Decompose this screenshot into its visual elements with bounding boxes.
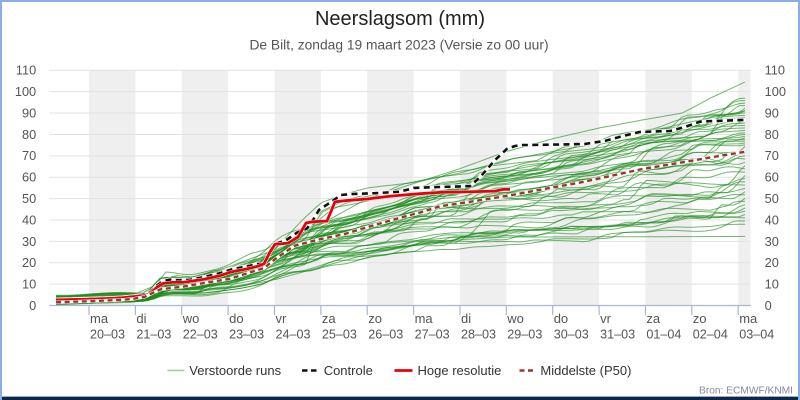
svg-text:di: di — [461, 311, 471, 326]
svg-text:zo: zo — [693, 311, 707, 326]
svg-text:20: 20 — [22, 255, 36, 270]
svg-text:zo: zo — [368, 311, 382, 326]
svg-text:De Bilt, zondag 19 maart 2023: De Bilt, zondag 19 maart 2023 (Versie zo… — [249, 38, 548, 53]
svg-text:Middelste (P50): Middelste (P50) — [540, 363, 631, 378]
svg-text:Neerslagsom (mm): Neerslagsom (mm) — [315, 8, 485, 30]
svg-text:03–04: 03–04 — [739, 328, 774, 342]
svg-text:30–03: 30–03 — [554, 328, 589, 342]
svg-text:21–03: 21–03 — [136, 328, 171, 342]
svg-text:0: 0 — [29, 298, 36, 313]
svg-text:20: 20 — [765, 255, 779, 270]
svg-text:za: za — [646, 311, 661, 326]
svg-text:Bron: ECMWF/KNMI: Bron: ECMWF/KNMI — [699, 386, 793, 397]
svg-text:50: 50 — [22, 191, 36, 206]
svg-text:23–03: 23–03 — [229, 328, 264, 342]
svg-text:110: 110 — [16, 63, 36, 78]
svg-text:28–03: 28–03 — [461, 328, 496, 342]
svg-text:vr: vr — [600, 311, 612, 326]
svg-text:80: 80 — [22, 127, 36, 142]
svg-text:do: do — [554, 311, 568, 326]
svg-text:40: 40 — [765, 212, 779, 227]
svg-text:50: 50 — [765, 191, 779, 206]
svg-text:di: di — [136, 311, 146, 326]
svg-text:80: 80 — [765, 127, 779, 142]
svg-text:za: za — [322, 311, 337, 326]
svg-text:30: 30 — [22, 234, 36, 249]
svg-text:100: 100 — [15, 84, 36, 99]
svg-text:ma: ma — [90, 311, 109, 326]
svg-text:40: 40 — [22, 212, 36, 227]
svg-text:60: 60 — [22, 170, 36, 185]
svg-text:29–03: 29–03 — [507, 328, 542, 342]
svg-text:22–03: 22–03 — [183, 328, 218, 342]
svg-text:70: 70 — [22, 148, 36, 163]
svg-text:10: 10 — [765, 277, 779, 292]
svg-text:wo: wo — [182, 311, 200, 326]
svg-text:27–03: 27–03 — [415, 328, 450, 342]
svg-text:25–03: 25–03 — [322, 328, 357, 342]
svg-text:60: 60 — [765, 170, 779, 185]
svg-text:vr: vr — [276, 311, 288, 326]
svg-text:24–03: 24–03 — [276, 328, 311, 342]
svg-text:100: 100 — [765, 84, 786, 99]
svg-text:wo: wo — [506, 311, 524, 326]
svg-text:Verstoorde runs: Verstoorde runs — [189, 363, 281, 378]
svg-text:30: 30 — [765, 234, 779, 249]
svg-text:70: 70 — [765, 148, 779, 163]
svg-text:01–04: 01–04 — [646, 328, 681, 342]
svg-text:0: 0 — [765, 298, 772, 313]
svg-text:20–03: 20–03 — [90, 328, 125, 342]
svg-text:ma: ma — [739, 311, 758, 326]
svg-text:02–04: 02–04 — [693, 328, 728, 342]
svg-text:90: 90 — [22, 106, 36, 121]
svg-text:31–03: 31–03 — [600, 328, 635, 342]
svg-text:Controle: Controle — [324, 363, 373, 378]
svg-text:do: do — [229, 311, 243, 326]
svg-text:10: 10 — [22, 277, 36, 292]
svg-text:26–03: 26–03 — [368, 328, 403, 342]
svg-text:90: 90 — [765, 106, 779, 121]
svg-text:ma: ma — [415, 311, 434, 326]
svg-text:Hoge resolutie: Hoge resolutie — [418, 363, 502, 378]
svg-text:110: 110 — [765, 63, 785, 78]
